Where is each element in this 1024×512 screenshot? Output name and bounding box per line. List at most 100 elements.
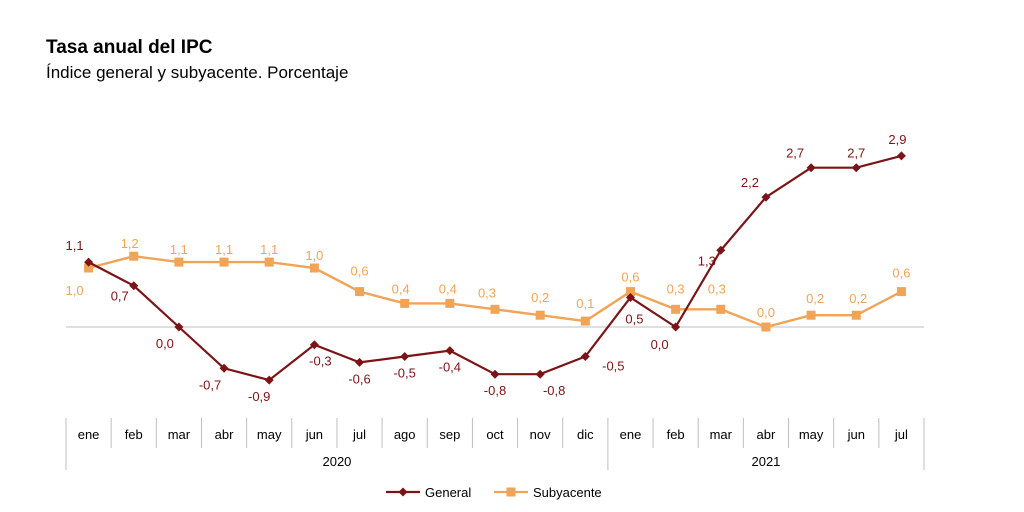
data-label-general: -0,5 [602,359,624,374]
x-tick-label: may [799,427,824,442]
point-general [761,192,771,202]
data-label-subyacente: 1,0 [66,283,84,298]
data-label-subyacente: 1,2 [121,236,139,251]
legend: General Subyacente [386,485,602,500]
point-subyacente [806,310,816,320]
legend-marker-subyacente [506,487,516,497]
x-tick-label: jul [352,427,366,442]
x-tick-label: ene [78,427,100,442]
point-subyacente [400,298,410,308]
data-label-subyacente: 0,2 [531,290,549,305]
point-general [490,369,500,379]
data-label-subyacente: 0,6 [350,264,368,279]
x-tick-label: ago [394,427,416,442]
point-subyacente [219,257,229,267]
data-label-general: 0,5 [625,312,643,327]
data-label-general: -0,8 [484,383,506,398]
data-label-general: 1,3 [698,253,716,268]
data-label-subyacente: 0,3 [478,285,496,300]
x-tick-label: nov [530,427,551,442]
point-subyacente [490,304,500,314]
data-label-general: -0,8 [543,383,565,398]
x-tick-label: dic [577,427,594,442]
point-subyacente [445,298,455,308]
data-label-general: 2,7 [847,146,865,161]
data-label-subyacente: 1,0 [305,248,323,263]
point-subyacente [580,316,590,326]
axes: ene feb mar abr may jun jul ago sep oct nov dic ene f… [65,326,925,470]
data-label-subyacente: 0,3 [708,281,726,296]
series-layer [84,151,906,385]
point-subyacente [851,310,861,320]
x-tick-label: ene [620,427,642,442]
x-tick-label: sep [439,427,460,442]
point-subyacente [896,287,906,297]
year-label: 2021 [751,454,780,469]
point-subyacente [716,304,726,314]
point-general [896,151,906,161]
data-label-general: 2,2 [741,175,759,190]
point-general [129,281,139,291]
data-label-subyacente: 1,1 [215,242,233,257]
data-label-general: 0,0 [156,336,174,351]
point-subyacente [671,304,681,314]
data-label-general: 2,9 [888,132,906,147]
data-label-subyacente: 0,0 [757,305,775,320]
data-label-subyacente: 1,1 [170,242,188,257]
point-subyacente [84,263,94,273]
data-label-subyacente: 0,4 [439,281,457,296]
x-tick-label: jul [894,427,908,442]
point-general [309,340,319,350]
point-subyacente [761,322,771,332]
x-tick-label: oct [486,427,504,442]
x-tick-label: may [257,427,282,442]
point-general [580,352,590,361]
x-tick-label: mar [168,427,191,442]
data-label-subyacente: 0,2 [849,291,867,306]
point-general [174,322,184,332]
x-tick-label: feb [125,427,143,442]
point-subyacente [174,257,184,267]
point-general [264,375,274,385]
data-label-subyacente: 0,4 [392,281,410,296]
data-label-subyacente: 0,3 [667,281,685,296]
data-label-general: -0,4 [439,360,461,375]
point-subyacente [264,257,274,267]
series-line-general [88,154,902,382]
point-general [806,163,816,173]
data-label-general: -0,6 [348,371,370,386]
data-label-subyacente: 0,6 [892,266,910,281]
x-tick-label: jun [305,427,323,442]
point-subyacente [535,310,545,320]
point-subyacente [355,287,365,297]
x-tick-label: abr [757,427,776,442]
point-general [355,357,365,367]
x-tick-label: jun [847,427,865,442]
point-subyacente [309,263,319,273]
legend-label-subyacente: Subyacente [533,485,602,500]
point-general [219,363,229,373]
data-label-general: -0,3 [309,354,331,369]
year-label: 2020 [322,454,351,469]
point-general [671,322,681,332]
data-label-general: 1,1 [66,238,84,253]
legend-label-general: General [425,485,471,500]
point-general [400,352,410,361]
chart-title: Tasa anual del IPC [46,37,213,58]
point-general [445,346,455,356]
legend-marker-general [398,487,408,497]
point-subyacente [129,251,139,261]
data-label-general: -0,5 [393,366,415,381]
point-subyacente [625,287,635,297]
point-general [535,369,545,379]
point-general [716,245,726,255]
x-tick-label: mar [710,427,733,442]
x-tick-label: feb [667,427,685,442]
data-label-subyacente: 1,1 [260,242,278,257]
data-label-subyacente: 0,6 [621,270,639,285]
point-general [625,293,635,302]
data-label-subyacente: 0,1 [576,296,594,311]
data-label-general: -0,7 [199,377,221,392]
data-label-general: 2,7 [786,146,804,161]
